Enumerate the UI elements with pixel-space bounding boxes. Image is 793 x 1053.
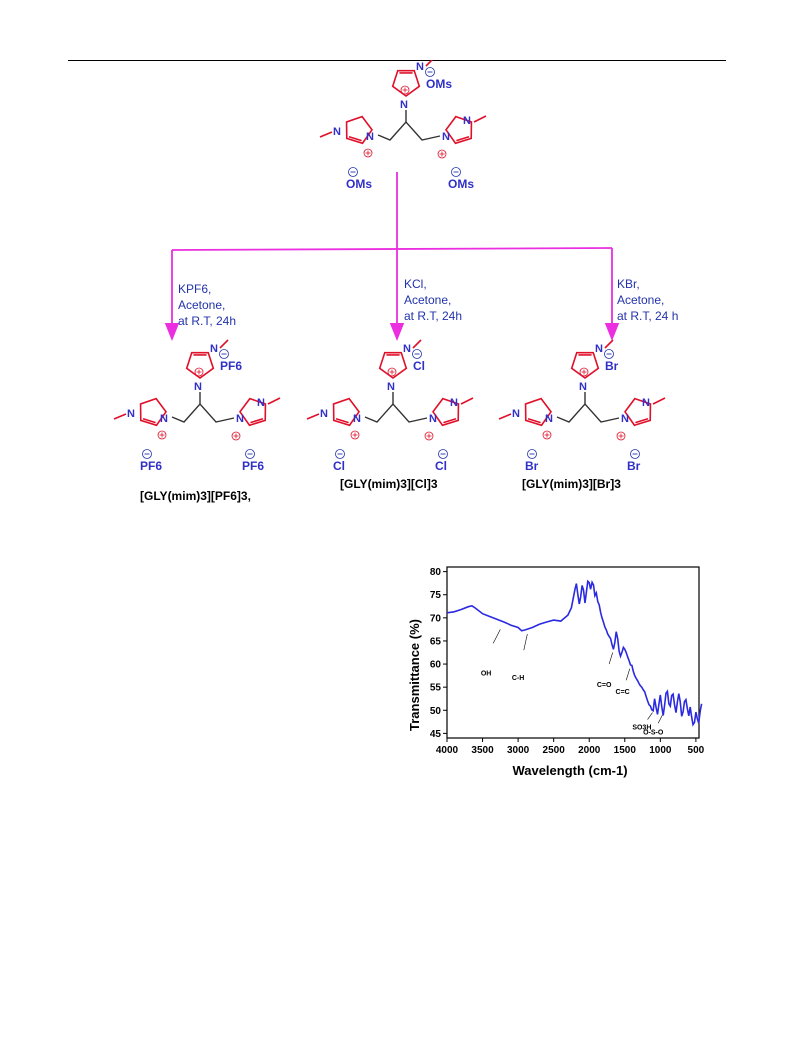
- y-tick-label: 45: [430, 729, 442, 740]
- svg-text:N: N: [127, 408, 135, 420]
- svg-text:N: N: [236, 413, 244, 425]
- peak-annotation: OH: [481, 671, 492, 678]
- x-axis-label: Wavelength (cm-1): [512, 763, 627, 778]
- product-label-cl: [GLY(mim)3][Cl]3: [340, 477, 438, 491]
- page-top-rule: [68, 60, 726, 61]
- condition-reagent: KPF6,: [178, 282, 211, 296]
- x-tick-label: 3000: [507, 745, 530, 756]
- peak-arrow: [625, 668, 631, 681]
- svg-text:N: N: [416, 61, 424, 73]
- peak-arrow: [523, 633, 528, 651]
- svg-text:PF6: PF6: [140, 459, 162, 473]
- condition-temp: at R.T, 24h: [404, 309, 462, 323]
- ftir-series-line: [446, 579, 703, 727]
- peak-annotation: SO3H: [632, 725, 651, 732]
- plot-frame: [446, 566, 700, 739]
- peak-annotation: C=O: [597, 682, 612, 689]
- svg-text:N: N: [160, 413, 168, 425]
- svg-text:Cl: Cl: [333, 459, 345, 473]
- svg-text:N: N: [194, 381, 202, 393]
- svg-text:N: N: [442, 131, 450, 143]
- svg-text:N: N: [257, 397, 265, 409]
- svg-text:Cl: Cl: [413, 359, 425, 373]
- svg-text:N: N: [463, 115, 471, 127]
- peak-arrow: [608, 652, 613, 665]
- condition-solvent: Acetone,: [178, 298, 225, 312]
- svg-text:N: N: [333, 126, 341, 138]
- x-tick-label: 4000: [436, 745, 459, 756]
- x-tick-label: 1000: [649, 745, 672, 756]
- svg-text:N: N: [545, 413, 553, 425]
- svg-text:PF6: PF6: [220, 359, 242, 373]
- condition-solvent: Acetone,: [617, 293, 664, 307]
- svg-text:N: N: [642, 397, 650, 409]
- condition-reagent: KCl,: [404, 277, 427, 291]
- svg-text:N: N: [353, 413, 361, 425]
- x-tick-label: 500: [688, 745, 705, 756]
- peak-arrow: [657, 714, 663, 724]
- svg-text:Br: Br: [627, 459, 641, 473]
- product-label-br: [GLY(mim)3][Br]3: [522, 477, 621, 491]
- y-tick-label: 60: [430, 660, 442, 671]
- svg-text:N: N: [400, 99, 408, 111]
- peak-arrow: [647, 712, 653, 720]
- svg-text:N: N: [429, 413, 437, 425]
- svg-text:N: N: [512, 408, 520, 420]
- x-tick-label: 1500: [614, 745, 637, 756]
- y-tick-label: 70: [430, 613, 442, 624]
- x-tick-label: 2000: [578, 745, 601, 756]
- reaction-arrows: [164, 172, 620, 341]
- svg-text:N: N: [595, 343, 603, 355]
- svg-text:N: N: [387, 381, 395, 393]
- x-tick-label: 3500: [471, 745, 494, 756]
- y-axis-label: Transmittance (%): [407, 619, 422, 731]
- svg-text:N: N: [403, 343, 411, 355]
- svg-text:N: N: [621, 413, 629, 425]
- condition-set-3: KBr, Acetone, at R.T, 24 h: [617, 277, 678, 323]
- peak-annotation: O-S-O: [643, 729, 664, 736]
- svg-text:OMs: OMs: [426, 77, 452, 91]
- condition-temp: at R.T, 24 h: [617, 309, 678, 323]
- svg-text:Br: Br: [605, 359, 619, 373]
- x-tick-label: 2500: [543, 745, 566, 756]
- condition-reagent: KBr,: [617, 277, 640, 291]
- svg-text:N: N: [450, 397, 458, 409]
- svg-text:N: N: [366, 131, 374, 143]
- condition-temp: at R.T, 24h: [178, 314, 236, 328]
- y-tick-label: 55: [430, 683, 442, 694]
- y-tick-label: 50: [430, 706, 442, 717]
- svg-text:Cl: Cl: [435, 459, 447, 473]
- peak-annotation: C-H: [512, 675, 524, 682]
- svg-text:N: N: [579, 381, 587, 393]
- y-tick-label: 65: [430, 636, 442, 647]
- condition-set-1: KPF6, Acetone, at R.T, 24h: [178, 282, 236, 328]
- svg-text:PF6: PF6: [242, 459, 264, 473]
- condition-solvent: Acetone,: [404, 293, 451, 307]
- peak-arrow: [492, 629, 501, 644]
- peak-annotation: C=C: [616, 689, 630, 696]
- svg-text:N: N: [320, 408, 328, 420]
- svg-text:Br: Br: [525, 459, 539, 473]
- product-label-pf6: [GLY(mim)3][PF6]3,: [140, 489, 251, 503]
- ftir-chart: 4000 3500 3000 2500 2000 1500 1000 500 45 50 55 60 6…: [407, 566, 705, 778]
- svg-text:OMs: OMs: [346, 177, 372, 191]
- y-tick-label: 80: [430, 567, 442, 578]
- svg-text:OMs: OMs: [448, 177, 474, 191]
- condition-set-2: KCl, Acetone, at R.T, 24h: [404, 277, 462, 323]
- svg-text:N: N: [210, 343, 218, 355]
- y-tick-label: 75: [430, 590, 442, 601]
